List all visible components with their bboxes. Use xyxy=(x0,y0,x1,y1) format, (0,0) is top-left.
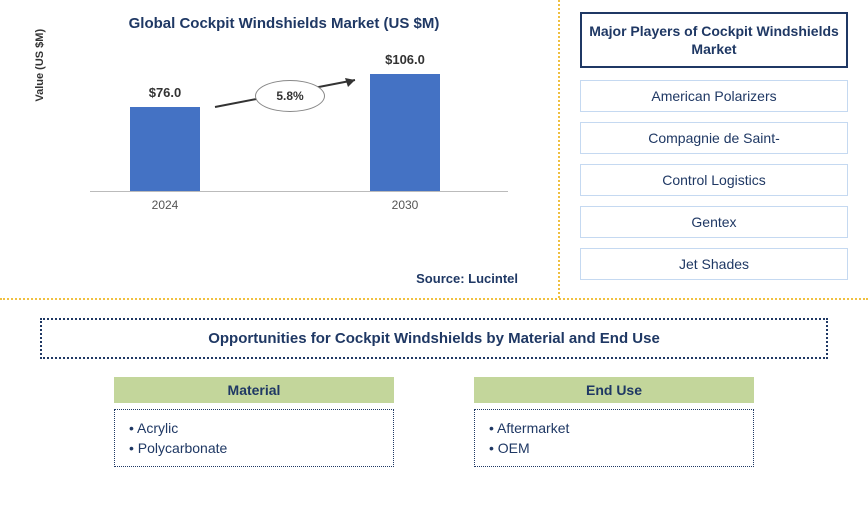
list-item: • Acrylic xyxy=(129,418,379,438)
opportunity-list: • Acrylic • Polycarbonate xyxy=(114,409,394,467)
opportunity-list: • Aftermarket • OEM xyxy=(474,409,754,467)
bar-2024: $76.0 2024 xyxy=(130,107,200,192)
bar-2030: $106.0 2030 xyxy=(370,74,440,192)
opportunity-column-material: Material • Acrylic • Polycarbonate xyxy=(114,377,394,467)
chart-area: Global Cockpit Windshields Market (US $M… xyxy=(0,0,560,298)
player-item: American Polarizers xyxy=(580,80,848,112)
opportunity-header: Material xyxy=(114,377,394,403)
item-text: OEM xyxy=(498,440,530,456)
opportunities-columns: Material • Acrylic • Polycarbonate End U… xyxy=(40,377,828,467)
y-axis-label: Value (US $M) xyxy=(34,29,46,102)
players-title: Major Players of Cockpit Windshields Mar… xyxy=(580,12,848,68)
bar-x-label: 2030 xyxy=(370,198,440,212)
opportunity-column-enduse: End Use • Aftermarket • OEM xyxy=(474,377,754,467)
bar-value-label: $106.0 xyxy=(370,52,440,67)
major-players-panel: Major Players of Cockpit Windshields Mar… xyxy=(560,0,868,298)
top-section: Global Cockpit Windshields Market (US $M… xyxy=(0,0,868,300)
bar-value-label: $76.0 xyxy=(130,85,200,100)
player-item: Control Logistics xyxy=(580,164,848,196)
list-item: • Aftermarket xyxy=(489,418,739,438)
opportunity-header: End Use xyxy=(474,377,754,403)
list-item: • OEM xyxy=(489,438,739,458)
opportunities-section: Opportunities for Cockpit Windshields by… xyxy=(0,300,868,485)
bar-chart: Value (US $M) 5.8% $76.0 2024 $106.0 203… xyxy=(90,52,508,212)
player-item: Jet Shades xyxy=(580,248,848,280)
player-item: Compagnie de Saint- xyxy=(580,122,848,154)
growth-rate-bubble: 5.8% xyxy=(255,80,325,112)
item-text: Aftermarket xyxy=(497,420,569,436)
item-text: Polycarbonate xyxy=(138,440,228,456)
list-item: • Polycarbonate xyxy=(129,438,379,458)
player-item: Gentex xyxy=(580,206,848,238)
chart-baseline xyxy=(90,191,508,192)
chart-source: Source: Lucintel xyxy=(416,271,518,286)
chart-title: Global Cockpit Windshields Market (US $M… xyxy=(30,15,538,32)
opportunities-title: Opportunities for Cockpit Windshields by… xyxy=(40,318,828,359)
item-text: Acrylic xyxy=(137,420,178,436)
bar-x-label: 2024 xyxy=(130,198,200,212)
